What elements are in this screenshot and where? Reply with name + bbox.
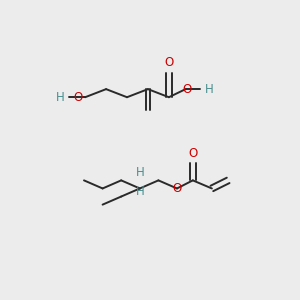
Text: O: O xyxy=(188,147,197,160)
Text: O: O xyxy=(172,182,182,195)
Text: H: H xyxy=(205,82,214,96)
Text: O: O xyxy=(74,91,83,104)
Text: O: O xyxy=(164,56,173,70)
Text: H: H xyxy=(56,91,64,104)
Text: H: H xyxy=(135,185,144,198)
Text: O: O xyxy=(183,82,192,96)
Text: H: H xyxy=(135,166,144,179)
